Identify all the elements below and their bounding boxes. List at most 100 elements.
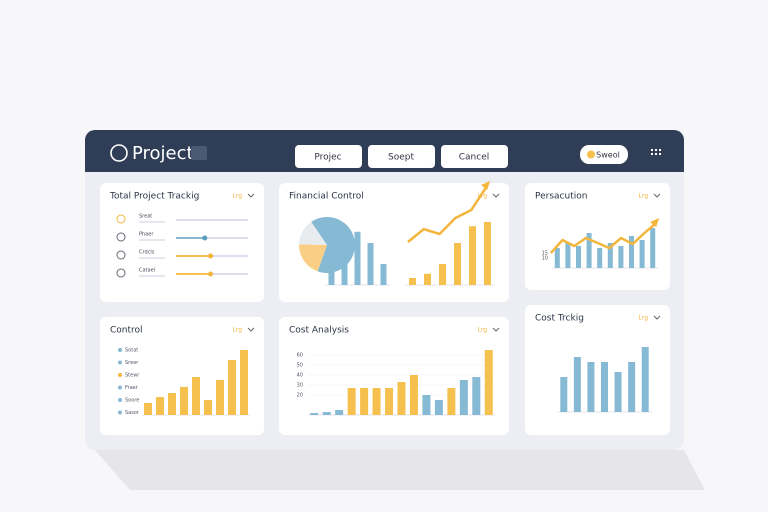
panel-title: Control [110,326,143,336]
legend-dot [118,373,122,377]
bar [372,388,381,415]
bar [424,273,431,285]
button-label[interactable]: Cancel [459,153,490,163]
pie-slice [299,221,327,245]
bar [328,271,335,285]
y-tick-label: 20 [297,393,303,399]
button-label[interactable]: Projec [314,153,341,163]
bar [204,400,212,415]
grid-icon[interactable] [651,149,661,155]
y-tick-label: 30 [297,383,303,389]
bar [156,397,164,415]
bar [565,243,571,268]
bar [607,243,613,268]
dropdown: Lrg [477,327,487,334]
dropdown: Lrg [232,193,242,200]
row-label: Catael [139,268,155,274]
bar [409,278,416,285]
y-tick-label: 40 [297,373,303,379]
arrow-head [481,181,491,190]
bar [380,264,387,285]
row-icon [116,250,126,260]
dropdown-arrow [653,315,661,320]
progress-track [176,237,248,239]
pie-slice [299,244,327,272]
bar [573,357,581,412]
dropdown-arrow [492,193,500,198]
legend-label: Sotat [125,348,138,354]
bar [586,233,592,268]
y-tick-label: 15 [542,251,548,257]
menu-button[interactable] [191,146,207,160]
bar [422,395,431,415]
bar [434,400,443,415]
legend-label: Stewr [125,373,140,379]
app-title: Project [132,143,194,164]
bar [216,380,224,415]
legend-dot [118,360,122,365]
button[interactable] [441,145,508,168]
bar [354,231,361,285]
button-label[interactable]: Soept [388,153,414,163]
line [407,185,489,243]
y-tick-label: 60 [297,353,303,359]
bar [469,226,476,285]
dropdown: Lrg [232,327,242,334]
logo [110,144,128,162]
panel-title: Total Project Trackig [109,192,199,202]
row-icon [116,214,126,224]
bar [144,403,152,415]
progress-knob [202,235,208,241]
legend-label: Sreer [125,360,139,366]
bar [587,362,595,412]
panel-title: Persacution [535,192,587,202]
legend-dot [118,385,122,390]
dropdown-arrow [653,193,661,198]
bar [554,248,560,268]
arrow-head [650,218,660,227]
row-icon [116,268,126,278]
bar [639,240,645,268]
line [549,222,657,254]
bar [576,246,581,268]
bar [341,257,348,285]
bar [367,243,374,285]
progress [176,237,205,239]
y-tick-label: 10 [542,256,548,262]
bar [628,362,636,412]
bar [484,350,493,415]
bar [397,382,406,415]
progress-knob [208,253,214,259]
bar [629,236,634,268]
toggle[interactable] [580,145,628,164]
bar [228,360,236,415]
row-label: Crdcls [139,250,155,256]
bar [484,222,491,285]
dropdown: Lrg [477,193,487,200]
progress-track [176,219,248,221]
progress [176,255,211,257]
dropdown-arrow [492,327,500,332]
button[interactable] [368,145,435,168]
toggle-label[interactable]: Sweol [596,151,620,160]
legend-dot [118,398,122,402]
shadow [95,450,705,490]
bar [618,246,624,268]
y-tick-label: 50 [297,363,303,369]
legend-dot [118,348,122,352]
bar [360,388,369,415]
bar [310,413,319,415]
panel-title: Cost Analysis [289,326,349,336]
dropdown-arrow [247,327,255,332]
bar [409,375,418,415]
dropdown: Lrg [638,315,648,322]
bar [472,377,481,415]
bar [192,377,200,415]
bar [447,388,456,415]
bar [322,412,331,415]
row-label: Phaer [139,232,154,238]
progress-knob [208,271,214,277]
button[interactable] [295,145,362,168]
bar [650,228,656,268]
